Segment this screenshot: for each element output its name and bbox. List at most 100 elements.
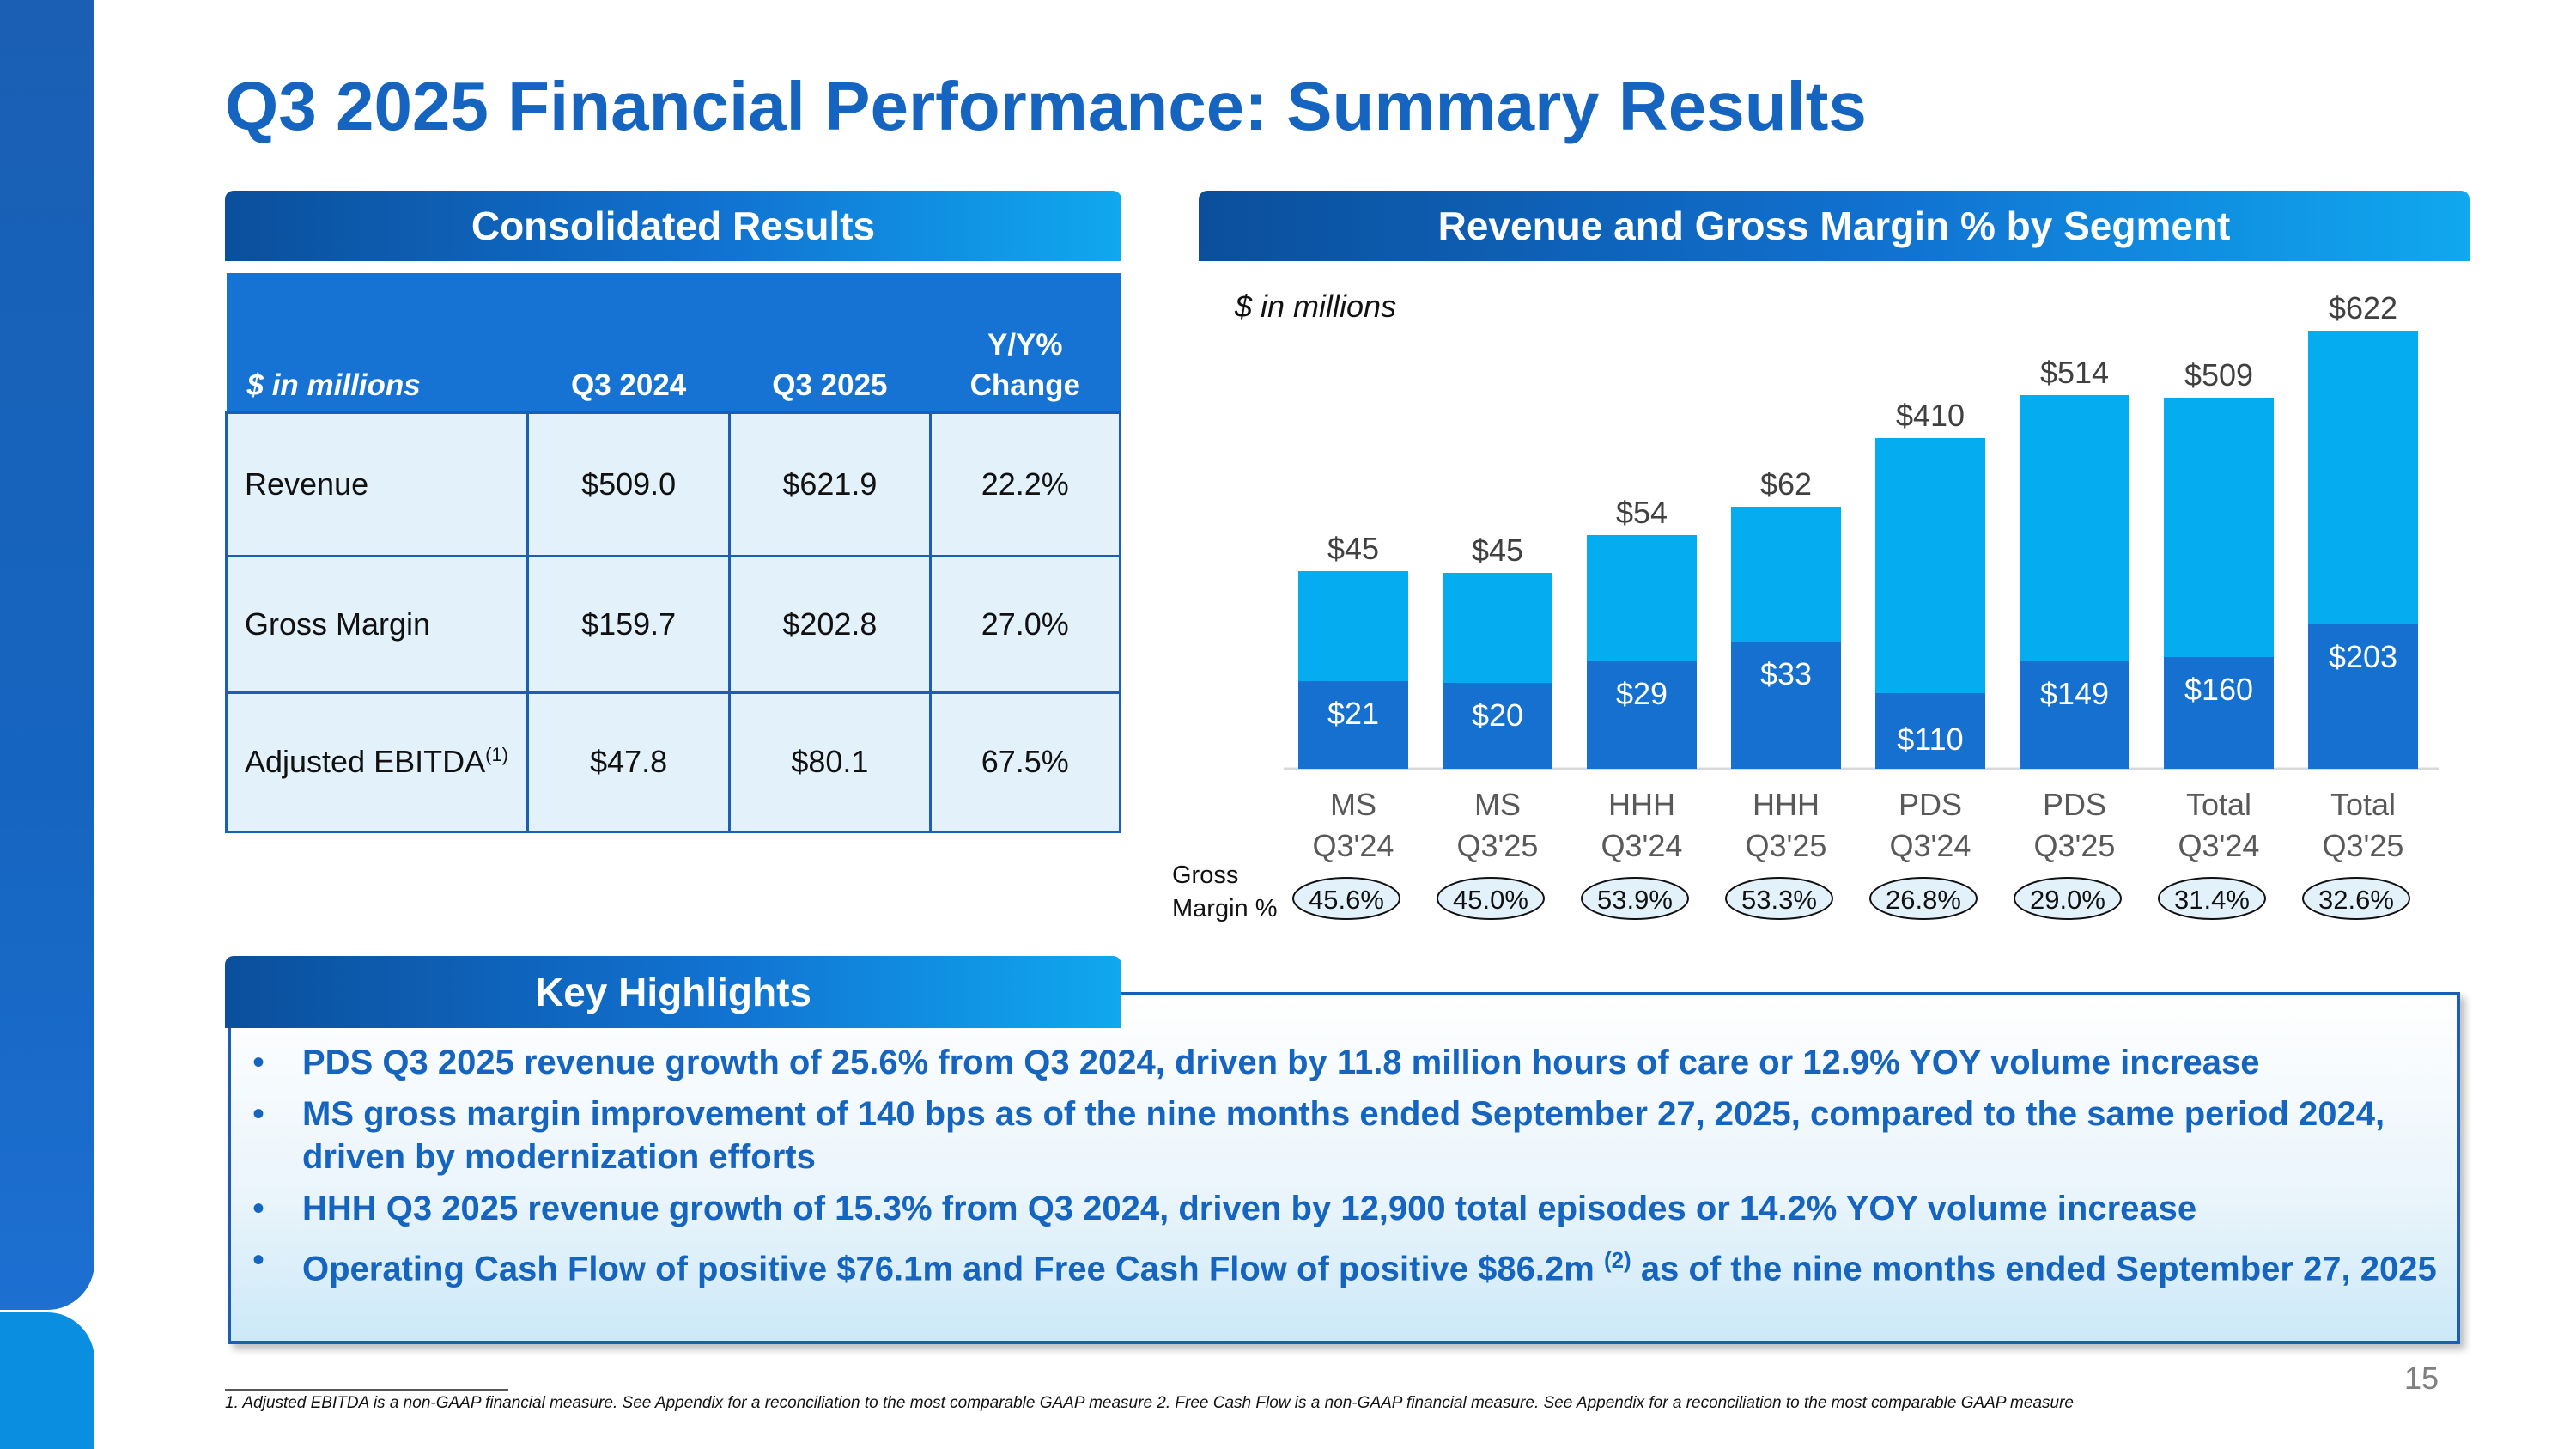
cell-change: 67.5% (928, 691, 1122, 833)
gm-pct-badge (1581, 877, 1689, 920)
highlight-text: PDS Q3 2025 revenue growth of 25.6% from… (302, 1044, 2260, 1081)
col-change-line2: Change (969, 368, 1080, 403)
data-label-gross-margin: $29 (1616, 676, 1668, 711)
data-label-revenue: $45 (1327, 531, 1379, 566)
footnote-divider (225, 1389, 508, 1391)
tick-label-segment: Total (2186, 787, 2251, 822)
tick-label-period: Q3'25 (2323, 828, 2404, 863)
table-header-row: $ in millions Q3 2024 Q3 2025 Y/Y% Chang… (226, 273, 1121, 412)
gm-pct-value: 53.3% (1741, 885, 1817, 915)
bar-revenue (2020, 395, 2129, 661)
bullet-icon: • (252, 1190, 265, 1227)
side-accent-block (0, 1312, 94, 1449)
data-label-gross-margin: $20 (1472, 697, 1523, 733)
key-highlights-header: Key Highlights (225, 956, 1121, 1028)
bullet-icon: • (252, 1044, 265, 1081)
col-q3-2024: Q3 2024 (527, 273, 730, 412)
key-highlights-panel (228, 992, 2460, 1344)
bar-revenue (1731, 507, 1841, 642)
side-accent-bar (0, 0, 94, 1310)
tick-label-segment: Total (2330, 787, 2396, 822)
gm-row-label: Margin % (1172, 895, 1278, 922)
key-highlights-list: • PDS Q3 2025 revenue growth of 25.6% fro… (249, 1041, 2447, 1299)
gm-pct-value: 45.6% (1309, 885, 1384, 915)
chart-unit-label: $ in millions (1235, 289, 1397, 324)
col-unit: $ in millions (226, 273, 528, 412)
gm-pct-value: 31.4% (2174, 885, 2250, 915)
highlight-text: Operating Cash Flow of positive $76.1m a… (302, 1250, 1604, 1288)
bar-revenue (1443, 573, 1552, 683)
footnote-ref: (1) (485, 744, 509, 765)
table-row: Gross Margin $159.7 $202.8 27.0% (225, 554, 1122, 694)
tick-label-segment: HHH (1753, 787, 1820, 822)
tick-label-period: Q3'25 (1746, 828, 1827, 863)
cell-change: 22.2% (928, 411, 1122, 557)
tick-label-period: Q3'24 (1313, 828, 1394, 863)
tick-label-segment: PDS (2043, 787, 2106, 822)
cell-q3-2025: $202.8 (728, 554, 932, 694)
tick-label-period: Q3'25 (1457, 828, 1539, 863)
tick-label-period: Q3'24 (2178, 828, 2260, 863)
highlight-item: • MS gross margin improvement of 140 bps … (249, 1093, 2447, 1178)
gm-pct-badge (1292, 877, 1400, 920)
row-label: Gross Margin (225, 554, 529, 694)
gm-pct-badge (2014, 877, 2122, 920)
bar-revenue (1875, 438, 1985, 693)
segment-chart-header: Revenue and Gross Margin % by Segment (1199, 191, 2470, 261)
bar-gross-margin (1443, 683, 1552, 769)
tick-label-period: Q3'25 (2034, 828, 2116, 863)
bar-gross-margin (2308, 624, 2418, 769)
data-label-gross-margin: $110 (1897, 721, 1963, 757)
consolidated-results-table: $ in millions Q3 2024 Q3 2025 Y/Y% Chang… (225, 273, 1122, 833)
row-label-cell: Adjusted EBITDA(1) (225, 691, 529, 833)
cell-q3-2025: $621.9 (728, 411, 932, 557)
highlight-text-tail: as of the nine months ended September 27… (1631, 1250, 2437, 1288)
gm-pct-badge (1869, 877, 1978, 920)
bar-gross-margin (1298, 681, 1408, 769)
segment-bar-chart: $45 $21 MS Q3'24 45.6% $45 $20 MS Q3'25 45.0% $54 $… (1172, 290, 2439, 922)
gm-pct-value: 53.9% (1597, 885, 1673, 915)
tick-label-segment: MS (1330, 787, 1376, 822)
bar-gross-margin (1587, 661, 1697, 769)
row-label: Revenue (225, 411, 529, 557)
bar-revenue (2164, 398, 2274, 657)
gm-pct-value: 45.0% (1453, 885, 1528, 915)
bar-revenue (1298, 571, 1408, 681)
highlight-item: • Operating Cash Flow of positive $76.1m … (249, 1239, 2447, 1290)
data-label-gross-margin: $149 (2040, 676, 2109, 711)
bar-gross-margin (1731, 642, 1841, 769)
data-label-revenue: $62 (1760, 466, 1812, 502)
data-label-revenue: $622 (2329, 290, 2397, 326)
data-label-gross-margin: $21 (1327, 696, 1379, 731)
bullet-icon: • (252, 1095, 265, 1133)
cell-q3-2024: $47.8 (526, 691, 732, 833)
cell-change: 27.0% (928, 554, 1122, 694)
data-label-revenue: $410 (1896, 398, 1965, 433)
tick-label-segment: HHH (1608, 787, 1675, 822)
data-label-revenue: $514 (2040, 355, 2109, 390)
cell-q3-2025: $80.1 (728, 691, 932, 833)
gm-pct-value: 29.0% (2030, 885, 2105, 915)
page-number: 15 (2404, 1361, 2439, 1396)
bar-gross-margin (1875, 693, 1985, 769)
gm-pct-badge (2158, 877, 2266, 920)
bullet-icon: • (252, 1241, 265, 1279)
data-label-gross-margin: $203 (2329, 639, 2397, 674)
row-label: Adjusted EBITDA (245, 744, 486, 779)
highlight-item: • PDS Q3 2025 revenue growth of 25.6% fro… (249, 1041, 2447, 1084)
bar-revenue (2308, 331, 2418, 624)
data-label-revenue: $509 (2184, 357, 2253, 393)
tick-label-period: Q3'24 (1601, 828, 1683, 863)
gm-pct-value: 32.6% (2318, 885, 2394, 915)
highlight-text: MS gross margin improvement of 140 bps a… (302, 1095, 2385, 1176)
gm-pct-value: 26.8% (1886, 885, 1961, 915)
bar-gross-margin (2020, 661, 2129, 769)
bar-gross-margin (2164, 657, 2274, 769)
footnote: 1. Adjusted EBITDA is a non-GAAP financi… (225, 1394, 2074, 1412)
gm-pct-badge (1725, 877, 1833, 920)
tick-label-period: Q3'24 (1890, 828, 1971, 863)
cell-q3-2024: $159.7 (526, 554, 732, 694)
gm-pct-badge (2302, 877, 2410, 920)
gm-row-label: Gross (1172, 861, 1238, 889)
tick-label-segment: MS (1474, 787, 1521, 822)
